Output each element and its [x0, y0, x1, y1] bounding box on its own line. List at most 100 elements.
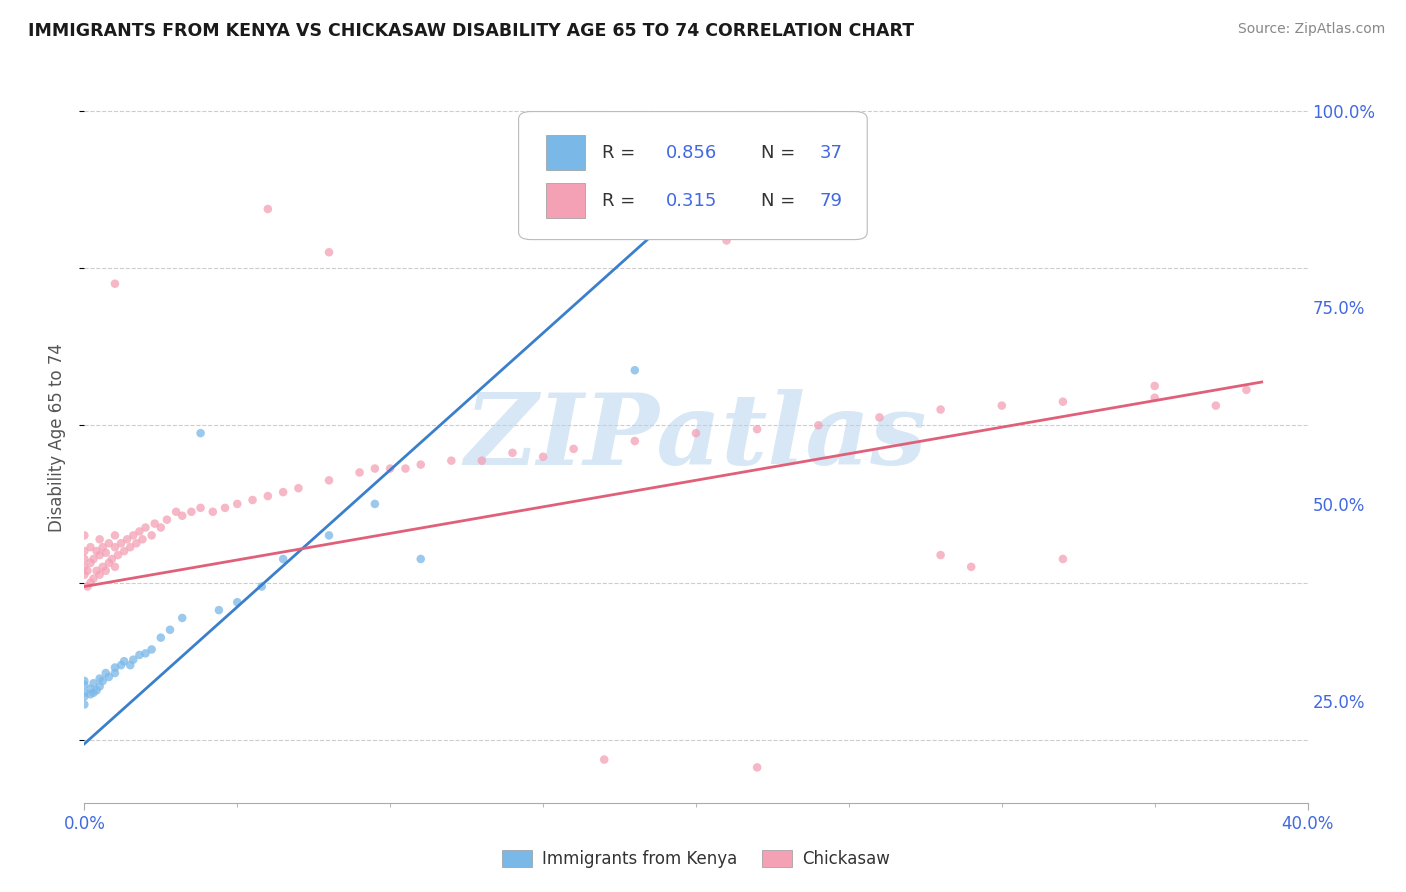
Point — [110, 536, 132, 550]
Point — [257, 489, 280, 503]
Point — [122, 528, 145, 542]
Text: 37: 37 — [820, 145, 842, 162]
Point — [502, 446, 524, 460]
Point — [73, 567, 96, 582]
Point — [349, 466, 371, 480]
Point — [115, 533, 138, 547]
Point — [89, 680, 111, 694]
Point — [73, 559, 96, 574]
Point — [86, 564, 108, 578]
Point — [716, 234, 738, 248]
Point — [364, 461, 387, 475]
Y-axis label: Disability Age 65 to 74: Disability Age 65 to 74 — [48, 343, 66, 532]
Point — [73, 690, 96, 704]
Point — [73, 528, 96, 542]
Point — [201, 505, 224, 519]
Text: N =: N = — [761, 192, 801, 210]
Point — [79, 575, 101, 590]
Point — [318, 245, 340, 260]
Point — [593, 753, 616, 767]
Point — [1052, 394, 1074, 409]
Point — [89, 548, 111, 562]
Point — [250, 580, 273, 594]
Text: Source: ZipAtlas.com: Source: ZipAtlas.com — [1237, 22, 1385, 37]
Point — [83, 686, 105, 700]
Point — [104, 660, 127, 674]
Point — [110, 658, 132, 673]
Point — [869, 410, 891, 425]
Point — [149, 631, 172, 645]
Point — [104, 540, 127, 554]
Point — [257, 202, 280, 216]
Point — [318, 528, 340, 542]
Point — [929, 548, 952, 562]
FancyBboxPatch shape — [519, 112, 868, 240]
Point — [128, 524, 150, 539]
Point — [101, 552, 124, 566]
Bar — [546, 135, 585, 170]
Point — [364, 497, 387, 511]
Point — [79, 540, 101, 554]
Point — [624, 434, 647, 448]
Point — [180, 505, 202, 519]
Text: ZIPatlas: ZIPatlas — [465, 389, 927, 485]
Point — [747, 760, 769, 774]
Point — [91, 540, 114, 554]
Point — [73, 673, 96, 688]
Point — [76, 580, 98, 594]
Legend: Immigrants from Kenya, Chickasaw: Immigrants from Kenya, Chickasaw — [495, 844, 897, 875]
Point — [271, 552, 294, 566]
Point — [91, 559, 114, 574]
Point — [929, 402, 952, 417]
Point — [1236, 383, 1258, 397]
Point — [208, 603, 231, 617]
Point — [440, 453, 463, 467]
Point — [73, 698, 96, 712]
Point — [1052, 552, 1074, 566]
Point — [394, 461, 416, 475]
Point — [172, 508, 194, 523]
Text: 79: 79 — [820, 192, 842, 210]
Point — [122, 653, 145, 667]
Point — [159, 623, 181, 637]
Point — [131, 533, 153, 547]
Point — [89, 533, 111, 547]
Point — [143, 516, 166, 531]
Point — [190, 426, 212, 441]
Point — [112, 544, 135, 558]
Point — [242, 493, 264, 508]
Point — [1143, 391, 1166, 405]
Point — [141, 642, 163, 657]
Point — [89, 567, 111, 582]
Point — [214, 500, 236, 515]
Text: N =: N = — [761, 145, 801, 162]
Text: R =: R = — [602, 145, 641, 162]
Point — [83, 552, 105, 566]
Point — [758, 139, 780, 153]
Point — [471, 453, 494, 467]
Point — [190, 500, 212, 515]
Point — [318, 473, 340, 487]
Point — [226, 497, 249, 511]
Point — [380, 461, 402, 475]
Point — [89, 672, 111, 686]
Point — [86, 544, 108, 558]
Point — [79, 556, 101, 570]
Point — [83, 676, 105, 690]
Point — [141, 528, 163, 542]
Point — [125, 536, 148, 550]
Point — [135, 646, 157, 660]
Point — [97, 556, 120, 570]
Point — [97, 670, 120, 684]
Point — [112, 654, 135, 668]
Point — [685, 218, 707, 232]
Point — [156, 513, 179, 527]
Point — [107, 548, 129, 562]
Point — [86, 683, 108, 698]
Text: IMMIGRANTS FROM KENYA VS CHICKASAW DISABILITY AGE 65 TO 74 CORRELATION CHART: IMMIGRANTS FROM KENYA VS CHICKASAW DISAB… — [28, 22, 914, 40]
Point — [135, 520, 157, 534]
Point — [83, 572, 105, 586]
Point — [128, 648, 150, 662]
Point — [287, 481, 309, 495]
Point — [94, 666, 117, 681]
